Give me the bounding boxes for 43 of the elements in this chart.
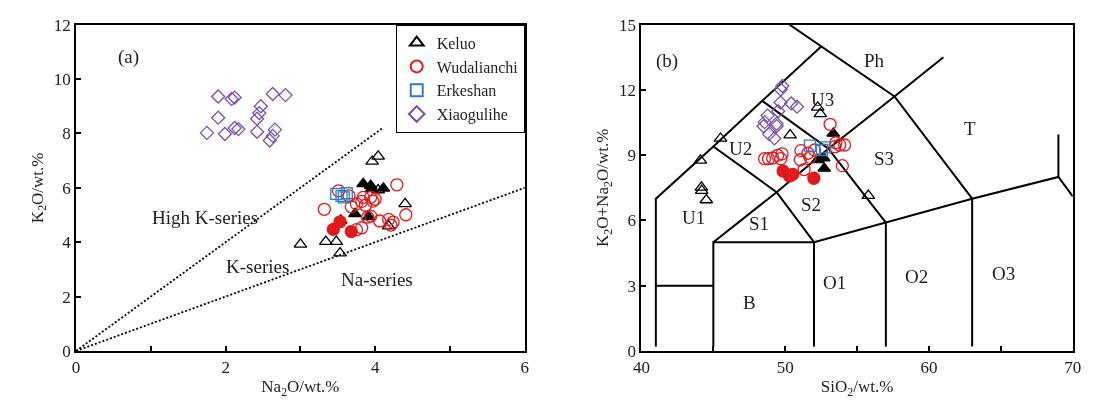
annotation: (a) <box>118 46 140 68</box>
annotation: T <box>964 118 976 139</box>
annotation: U1 <box>682 207 706 228</box>
y-tick-label: 15 <box>619 15 637 35</box>
annotation: O2 <box>905 266 929 287</box>
annotation: High K-series <box>152 207 259 228</box>
y-tick-label: 12 <box>53 15 71 35</box>
y-tick-label: 10 <box>53 70 71 90</box>
annotation: S1 <box>749 213 770 234</box>
legend-label: Keluo <box>436 34 476 52</box>
x-tick-label: 2 <box>221 358 230 378</box>
annotation: O1 <box>823 272 847 293</box>
y-tick-label: 3 <box>627 276 637 296</box>
annotation: K-series <box>226 256 290 277</box>
annotation: U3 <box>811 89 835 110</box>
y-tick-label: 4 <box>62 233 72 253</box>
legend-label: Wudalianchi <box>436 58 519 76</box>
x-tick-label: 6 <box>520 358 529 378</box>
annotation: Na-series <box>341 269 413 290</box>
annotation: B <box>743 292 756 313</box>
y-tick-label: 0 <box>62 341 71 361</box>
annotation: U2 <box>729 138 753 159</box>
annotation: S3 <box>874 148 895 169</box>
annotation: S2 <box>801 194 822 215</box>
x-tick-label: 4 <box>370 358 380 378</box>
x-tick-label: 50 <box>776 358 794 378</box>
y-tick-label: 6 <box>62 178 71 198</box>
y-tick-label: 0 <box>627 341 637 361</box>
x-axis-title: SiO$_{2}$/wt.% <box>820 377 894 399</box>
legend-label: Xiaogulihe <box>436 106 508 125</box>
x-tick-label: 40 <box>632 358 650 378</box>
y-tick-label: 2 <box>62 287 71 307</box>
x-tick-label: 70 <box>1064 358 1082 378</box>
y-tick-label: 8 <box>62 124 71 144</box>
annotation: Ph <box>864 50 885 71</box>
annotation: (b) <box>656 50 679 72</box>
legend-label: Erkeshan <box>436 82 497 100</box>
annotation: O3 <box>992 263 1016 284</box>
y-tick-label: 9 <box>627 146 637 166</box>
x-tick-label: 60 <box>920 358 938 378</box>
y-tick-label: 6 <box>627 211 637 231</box>
y-tick-label: 12 <box>619 80 637 100</box>
x-axis-title: Na$_{2}$O/wt.% <box>261 377 340 399</box>
